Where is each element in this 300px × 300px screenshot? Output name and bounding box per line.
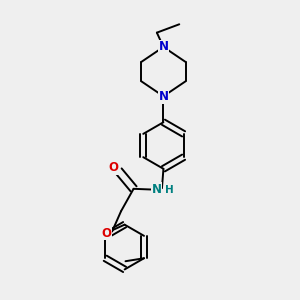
Text: N: N xyxy=(152,183,162,196)
Text: N: N xyxy=(158,40,168,53)
Text: H: H xyxy=(165,185,174,195)
Text: N: N xyxy=(158,90,168,103)
Text: O: O xyxy=(108,161,118,174)
Text: O: O xyxy=(101,226,111,239)
